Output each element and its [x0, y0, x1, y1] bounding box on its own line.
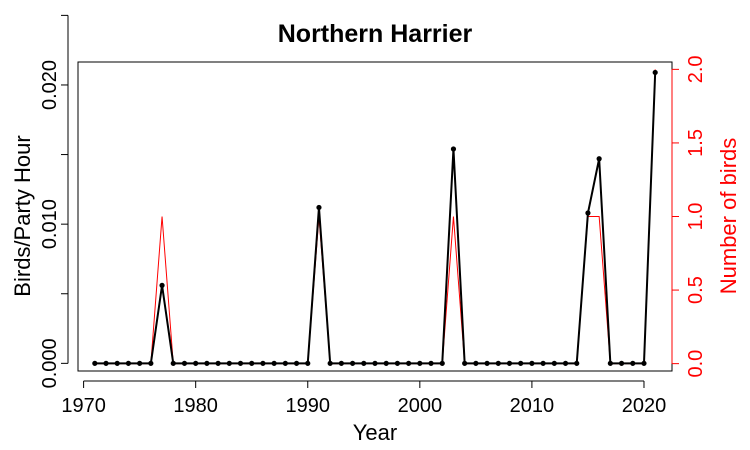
x-axis-label: Year	[353, 420, 397, 445]
y-right-tick-label: 0.5	[685, 276, 707, 304]
data-point	[193, 360, 199, 366]
data-point	[181, 360, 188, 366]
y-axis-right: 0.0 0.5 1.0 1.5 2.0	[671, 55, 707, 378]
y-right-tick-label: 1.5	[685, 129, 707, 157]
y-left-tick-label: 0.000	[39, 338, 61, 388]
data-point	[103, 360, 109, 366]
series-birds-per-party-hour	[92, 69, 658, 366]
data-point	[439, 360, 445, 366]
data-point	[349, 360, 356, 366]
data-point	[92, 360, 98, 366]
data-point	[394, 360, 401, 366]
x-tick-label: 1970	[61, 395, 106, 417]
data-point	[406, 360, 412, 366]
x-tick-label: 1980	[173, 395, 218, 417]
data-point	[450, 146, 457, 152]
data-point	[327, 360, 333, 366]
data-point	[574, 360, 580, 366]
data-point	[372, 360, 378, 366]
data-point	[114, 360, 120, 366]
data-point	[518, 360, 524, 366]
data-point	[383, 360, 389, 366]
y-axis-right-label: Number of birds	[716, 138, 741, 295]
data-point	[260, 360, 266, 366]
data-point	[484, 360, 490, 366]
data-point	[215, 360, 221, 366]
x-tick-label: 2020	[622, 395, 667, 417]
data-point	[237, 360, 244, 366]
y-left-tick-label: 0.010	[39, 199, 61, 249]
x-axis: 1970 1980 1990 2000 2010 2020	[61, 380, 667, 417]
data-point	[540, 360, 546, 366]
data-point	[641, 360, 647, 366]
data-point	[562, 360, 569, 366]
series-number-of-birds-line	[94, 69, 656, 365]
data-point	[148, 360, 154, 366]
data-point	[293, 360, 300, 366]
data-point	[551, 360, 557, 366]
data-point	[506, 360, 513, 366]
data-point	[607, 360, 613, 366]
data-point	[630, 360, 636, 366]
y-right-tick-label: 2.0	[685, 55, 707, 83]
y-axis-left-label: Birds/Party Hour	[10, 135, 35, 296]
data-point	[170, 360, 176, 366]
series-number-of-birds	[94, 69, 656, 365]
data-point	[204, 360, 210, 366]
data-point	[361, 360, 367, 366]
data-point	[652, 69, 658, 76]
data-point	[305, 360, 311, 366]
data-point	[338, 360, 344, 366]
data-point	[529, 360, 535, 366]
y-left-tick-label: 0.020	[39, 60, 61, 110]
data-point	[495, 360, 501, 366]
y-right-tick-label: 0.0	[685, 350, 707, 378]
data-point	[159, 282, 165, 288]
data-point	[417, 360, 423, 366]
data-point	[249, 360, 255, 366]
data-point	[462, 360, 468, 366]
x-tick-label: 1990	[286, 395, 331, 417]
data-point	[316, 204, 322, 211]
data-point	[618, 360, 625, 366]
data-point	[473, 360, 479, 366]
data-point	[585, 210, 591, 216]
data-point	[137, 360, 143, 366]
x-tick-label: 2000	[398, 395, 443, 417]
data-point	[282, 360, 288, 366]
data-point	[226, 360, 232, 366]
data-point	[125, 360, 132, 366]
data-point	[271, 360, 277, 366]
data-point	[428, 360, 434, 366]
y-right-tick-label: 1.0	[685, 203, 707, 231]
data-point	[596, 156, 602, 162]
y-axis-left: 0.000 0.010 0.020	[39, 14, 69, 388]
series-birds-per-party-hour-line	[94, 72, 657, 365]
x-tick-label: 2010	[510, 395, 555, 417]
chart-title: Northern Harrier	[278, 20, 473, 48]
